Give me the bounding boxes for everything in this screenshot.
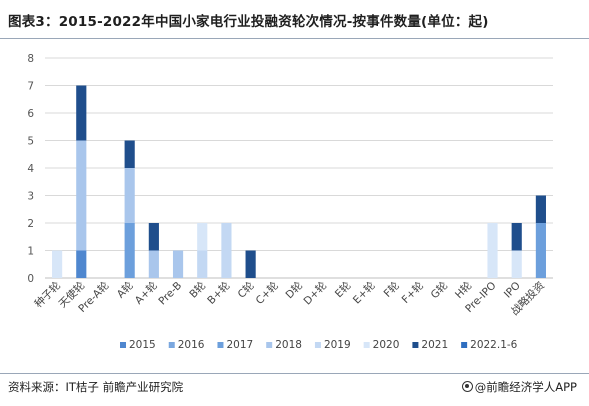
bar-segment — [76, 250, 87, 278]
bar-segment — [511, 250, 522, 278]
x-tick-label: E+轮 — [350, 279, 378, 307]
bar-segment — [124, 140, 135, 168]
legend-label: 2015 — [129, 339, 156, 351]
y-tick-label: 7 — [27, 81, 34, 93]
bar-segment — [511, 223, 522, 251]
legend-label: 2019 — [324, 339, 351, 351]
legend-label: 2016 — [178, 339, 205, 351]
bar-segment — [76, 85, 87, 141]
y-axis-ticks: 0 1 2 3 4 5 6 7 8 — [27, 53, 34, 285]
bar-segment — [535, 195, 546, 223]
legend-swatch — [266, 342, 273, 348]
legend-label: 2018 — [275, 339, 302, 351]
bar-segment — [148, 223, 159, 251]
bar-segment — [245, 250, 256, 278]
legend-swatch — [412, 342, 419, 348]
legend-swatch — [314, 342, 321, 348]
footer-divider — [0, 373, 589, 374]
legend-label: 2017 — [226, 339, 253, 351]
x-tick-label: Pre-B — [156, 280, 184, 308]
x-tick-label: A+轮 — [132, 279, 160, 307]
y-tick-label: 2 — [27, 218, 34, 230]
x-tick-label: F轮 — [381, 279, 402, 300]
legend-label: 2020 — [373, 339, 400, 351]
brand-logo-icon — [461, 381, 473, 392]
x-tick-label: 种子轮 — [32, 279, 64, 311]
bar-segment — [124, 168, 135, 223]
legend-label: 2022.1-6 — [470, 339, 518, 351]
x-tick-label: D+轮 — [301, 279, 330, 308]
legend-swatch — [120, 342, 126, 348]
legend-swatch — [363, 342, 370, 348]
bar-segment — [487, 223, 498, 278]
y-tick-label: 4 — [27, 163, 34, 175]
brand-credit: @前瞻经济学人APP — [461, 379, 577, 395]
bars — [52, 85, 546, 278]
bar-segment — [124, 223, 135, 278]
y-tick-label: 3 — [27, 191, 34, 203]
y-tick-label: 5 — [27, 136, 34, 148]
bar-segment — [76, 140, 87, 251]
x-tick-label: C+轮 — [253, 279, 281, 307]
bar-segment — [197, 223, 208, 251]
bar-segment — [221, 223, 232, 278]
legend-swatch — [168, 342, 175, 348]
x-tick-label: G轮 — [428, 279, 451, 302]
legend-label: 2021 — [421, 339, 448, 351]
y-tick-label: 0 — [27, 273, 34, 285]
x-tick-label: F+轮 — [399, 279, 426, 306]
gridlines — [45, 57, 553, 279]
source-note: 资料来源：IT桔子 前瞻产业研究院 — [8, 380, 184, 394]
y-tick-label: 8 — [27, 53, 34, 65]
bar-segment — [148, 250, 159, 278]
chart-title: 图表3：2015-2022年中国小家电行业投融资轮次情况-按事件数量(单位：起) — [8, 14, 489, 30]
brand-text: @前瞻经济学人APP — [474, 380, 577, 394]
legend: 2015 2016 2017 2018 2019 2020 2021 2022.1-6 — [120, 339, 518, 351]
y-tick-label: 1 — [27, 246, 34, 258]
title-divider — [0, 38, 589, 39]
bar-segment — [535, 223, 546, 278]
bar-segment — [197, 250, 208, 278]
bar-segment — [52, 250, 63, 278]
x-tick-label: B+轮 — [205, 279, 233, 307]
legend-swatch — [217, 342, 224, 348]
legend-swatch — [461, 342, 468, 348]
bar-segment — [172, 250, 184, 278]
y-tick-label: 6 — [27, 108, 34, 120]
